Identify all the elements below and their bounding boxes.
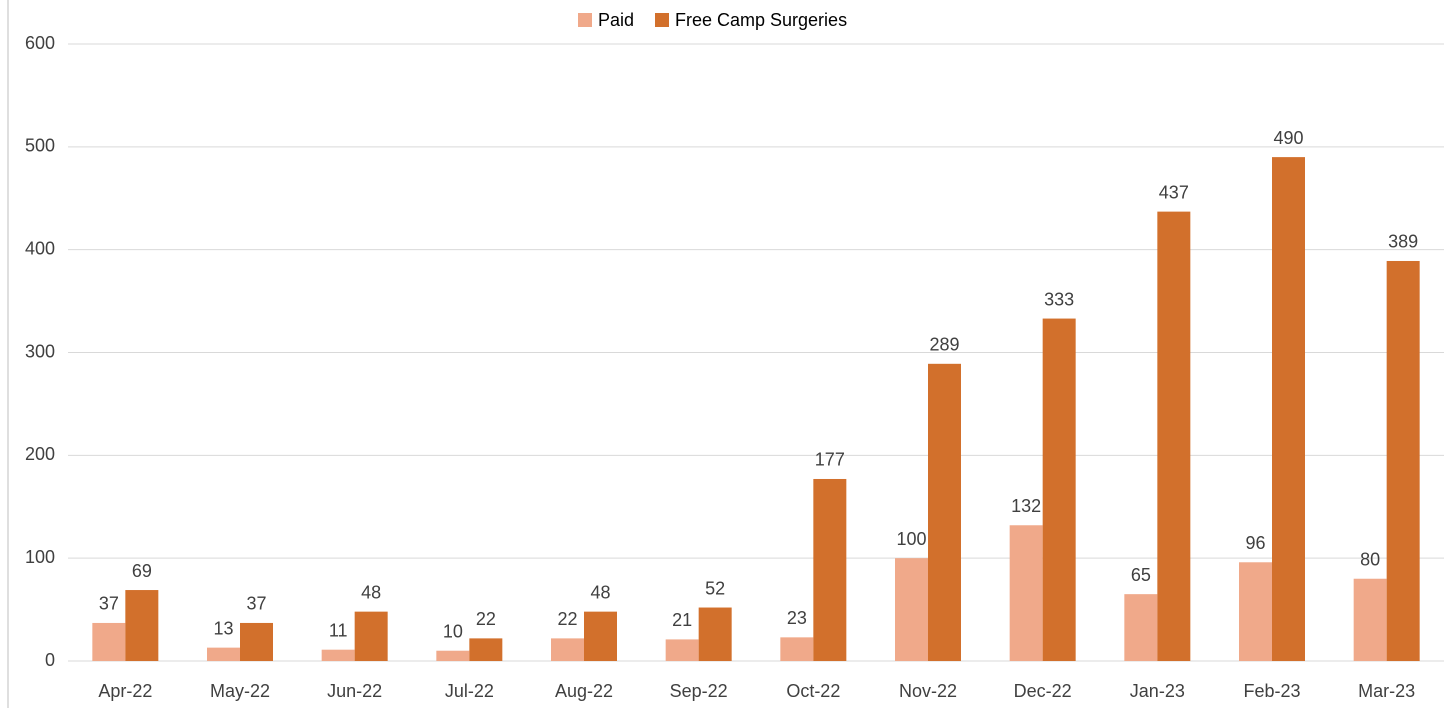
data-label: 437 bbox=[1159, 182, 1189, 202]
data-label: 10 bbox=[443, 621, 463, 641]
y-tick-label: 500 bbox=[25, 136, 55, 156]
bar bbox=[321, 649, 355, 661]
bar bbox=[1157, 211, 1191, 661]
bar bbox=[354, 611, 388, 661]
bar bbox=[813, 478, 847, 661]
bar bbox=[584, 611, 617, 661]
x-tick-label: Mar-23 bbox=[1358, 681, 1415, 701]
data-label: 52 bbox=[705, 578, 725, 598]
y-tick-label: 200 bbox=[25, 444, 55, 464]
bar bbox=[1239, 562, 1272, 661]
bar bbox=[780, 637, 814, 661]
data-label: 65 bbox=[1131, 565, 1151, 585]
legend-label: Paid bbox=[598, 10, 634, 30]
bar bbox=[1386, 260, 1420, 661]
data-label: 48 bbox=[590, 582, 610, 602]
data-label: 69 bbox=[132, 561, 152, 581]
y-tick-label: 300 bbox=[25, 341, 55, 361]
x-tick-label: Nov-22 bbox=[899, 681, 957, 701]
bar bbox=[1042, 318, 1076, 661]
bar bbox=[1353, 578, 1387, 661]
data-label: 21 bbox=[672, 610, 692, 630]
y-tick-label: 100 bbox=[25, 547, 55, 567]
data-label: 80 bbox=[1360, 549, 1380, 569]
bar bbox=[207, 647, 240, 661]
x-tick-label: Sep-22 bbox=[670, 681, 728, 701]
bar bbox=[125, 590, 159, 661]
bar bbox=[469, 638, 503, 661]
bar bbox=[1272, 157, 1305, 661]
data-label: 22 bbox=[476, 609, 496, 629]
data-label: 333 bbox=[1044, 289, 1074, 309]
legend-label: Free Camp Surgeries bbox=[675, 10, 847, 30]
data-label: 23 bbox=[787, 608, 807, 628]
x-tick-label: Jul-22 bbox=[445, 681, 494, 701]
data-label: 177 bbox=[815, 450, 845, 470]
data-label: 11 bbox=[329, 620, 348, 640]
data-label: 490 bbox=[1273, 128, 1303, 148]
legend-swatch bbox=[578, 13, 592, 27]
x-tick-label: Dec-22 bbox=[1014, 681, 1072, 701]
data-label: 389 bbox=[1388, 232, 1418, 252]
data-label: 289 bbox=[929, 335, 959, 355]
y-tick-label: 600 bbox=[25, 33, 55, 53]
x-tick-label: May-22 bbox=[210, 681, 270, 701]
data-label: 37 bbox=[99, 594, 119, 614]
data-label: 132 bbox=[1011, 496, 1041, 516]
bar bbox=[665, 639, 699, 661]
bar bbox=[698, 607, 732, 661]
x-tick-label: Apr-22 bbox=[98, 681, 152, 701]
data-label: 96 bbox=[1245, 533, 1265, 553]
x-tick-label: Feb-23 bbox=[1243, 681, 1300, 701]
bar bbox=[928, 363, 961, 661]
data-label: 13 bbox=[213, 618, 233, 638]
y-tick-label: 400 bbox=[25, 238, 55, 258]
bar bbox=[895, 558, 928, 661]
data-label: 37 bbox=[246, 594, 266, 614]
data-label: 48 bbox=[361, 582, 381, 602]
x-tick-label: Aug-22 bbox=[555, 681, 613, 701]
x-tick-label: Oct-22 bbox=[786, 681, 840, 701]
x-tick-label: Jan-23 bbox=[1130, 681, 1185, 701]
bar bbox=[551, 638, 584, 661]
bar bbox=[240, 622, 273, 661]
legend-swatch bbox=[655, 13, 669, 27]
data-label: 100 bbox=[896, 529, 926, 549]
bar bbox=[92, 622, 126, 661]
x-tick-label: Jun-22 bbox=[327, 681, 382, 701]
y-tick-label: 0 bbox=[45, 650, 55, 670]
bar bbox=[1124, 594, 1158, 661]
bar bbox=[436, 650, 470, 661]
data-label: 22 bbox=[557, 609, 577, 629]
bar bbox=[1009, 525, 1043, 661]
